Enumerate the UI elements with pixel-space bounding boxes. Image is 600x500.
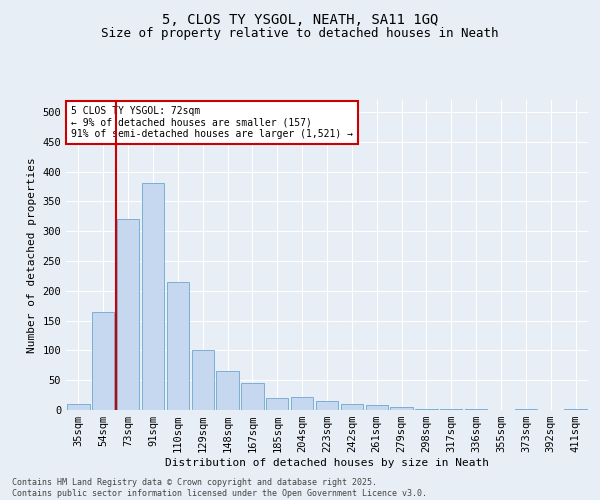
Y-axis label: Number of detached properties: Number of detached properties (27, 157, 37, 353)
Text: Contains HM Land Registry data © Crown copyright and database right 2025.
Contai: Contains HM Land Registry data © Crown c… (12, 478, 427, 498)
Bar (117, 219, 139, 410)
Bar (415, 409, 437, 410)
Bar (167, 282, 189, 410)
Bar (217, 371, 239, 410)
Bar (266, 398, 289, 410)
Text: 5, CLOS TY YSGOL, NEATH, SA11 1GQ: 5, CLOS TY YSGOL, NEATH, SA11 1GQ (162, 12, 438, 26)
Bar (67, 404, 89, 410)
Bar (92, 312, 115, 410)
Bar (391, 407, 413, 410)
Bar (142, 184, 164, 410)
Bar (341, 404, 363, 410)
Bar (241, 383, 263, 410)
Bar (440, 409, 463, 410)
Text: 5 CLOS TY YSGOL: 72sqm
← 9% of detached houses are smaller (157)
91% of semi-det: 5 CLOS TY YSGOL: 72sqm ← 9% of detached … (71, 106, 353, 140)
Bar (365, 405, 388, 410)
Bar (291, 397, 313, 410)
Text: Size of property relative to detached houses in Neath: Size of property relative to detached ho… (101, 28, 499, 40)
X-axis label: Distribution of detached houses by size in Neath: Distribution of detached houses by size … (165, 458, 489, 468)
Bar (316, 401, 338, 410)
Bar (191, 350, 214, 410)
